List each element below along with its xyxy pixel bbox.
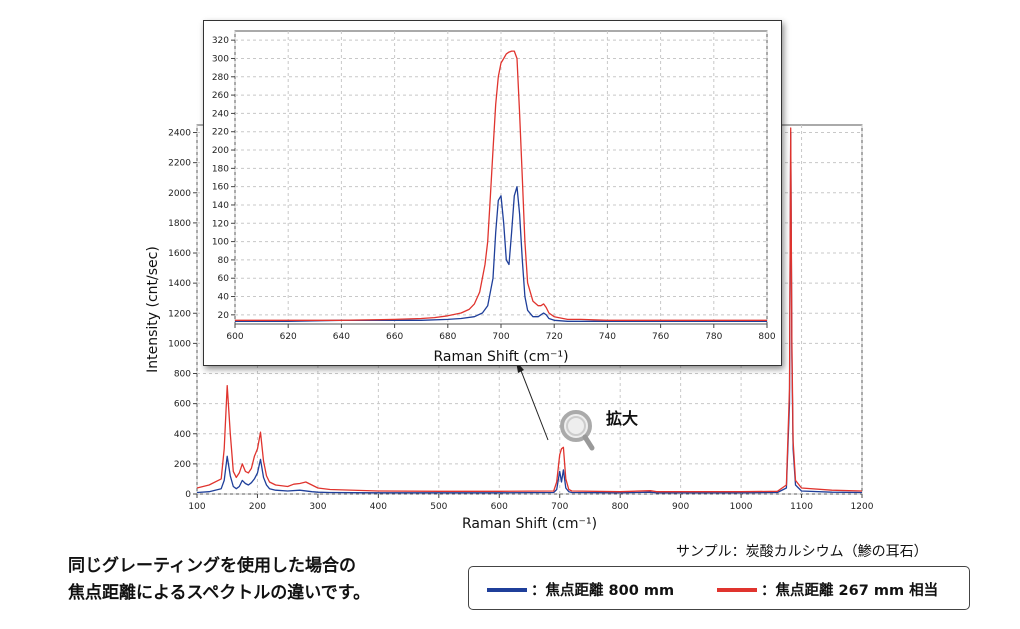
y-tick-label: 400 [174, 430, 191, 440]
x-tick-label: 100 [188, 502, 205, 512]
y-tick-label: 600 [174, 400, 191, 410]
y-tick-label: 200 [174, 460, 191, 470]
legend-swatch-red [717, 587, 757, 592]
caption-line-2: 焦点距離によるスペクトルの違いです。 [68, 583, 371, 603]
x-tick-label: 700 [551, 502, 568, 512]
legend-label-267mm: ：焦点距離 267 mm 相当 [761, 583, 939, 599]
y-tick-label: 120 [212, 219, 229, 229]
caption: 同じグレーティングを使用した場合の 焦点距離によるスペクトルの違いです。 [68, 553, 370, 607]
x-tick-label: 800 [758, 332, 775, 342]
y-axis-label: Intensity (cnt/sec) [145, 246, 161, 373]
zoom-arrow-line [519, 367, 549, 441]
y-tick-label: 100 [212, 238, 229, 248]
inset-spectrum-chart: 600 620 640 660 680 700 720 740 760 780 800 20 40 60 8… [212, 30, 776, 365]
x-tick-label: 300 [309, 502, 326, 512]
y-tick-label: 800 [174, 370, 191, 380]
x-tick-label: 780 [705, 332, 722, 342]
y-tick-label: 140 [212, 201, 229, 211]
y-tick-label: 200 [212, 146, 229, 156]
legend-swatch-blue [487, 587, 527, 592]
y-tick-label: 1200 [168, 309, 191, 319]
x-tick-label: 500 [430, 502, 447, 512]
y-tick-label: 2200 [168, 159, 191, 169]
y-tick-label: 160 [212, 183, 229, 193]
x-tick-label: 900 [672, 502, 689, 512]
y-tick-label: 20 [218, 311, 230, 321]
series-line-267mm [235, 50, 767, 321]
x-tick-label: 660 [386, 332, 403, 342]
legend-label-800mm: ：焦点距離 800 mm [531, 583, 675, 599]
y-tick-label: 180 [212, 164, 229, 174]
x-tick-label: 400 [370, 502, 387, 512]
series-line-800mm [235, 186, 767, 322]
y-tick-label: 220 [212, 128, 229, 138]
x-tick-label: 600 [226, 332, 243, 342]
x-tick-label: 680 [439, 332, 456, 342]
y-tick-label: 2000 [168, 189, 191, 199]
legend-item-800mm: ：焦点距離 800 mm [487, 579, 674, 600]
x-tick-label: 620 [280, 332, 297, 342]
x-tick-label: 1100 [790, 502, 813, 512]
series-line-267mm [196, 127, 863, 493]
x-tick-label: 1000 [730, 502, 753, 512]
y-tick-label: 240 [212, 109, 229, 119]
x-tick-label: 600 [491, 502, 508, 512]
y-tick-label: 1000 [168, 339, 191, 349]
caption-line-1: 同じグレーティングを使用した場合の [68, 556, 356, 576]
legend-item-267mm: ：焦点距離 267 mm 相当 [717, 579, 938, 600]
y-tick-label: 300 [212, 54, 229, 64]
y-tick-label: 40 [218, 293, 230, 303]
y-tick-label: 0 [185, 490, 191, 500]
y-tick-label: 1600 [168, 249, 191, 259]
y-tick-label: 260 [212, 91, 229, 101]
y-tick-label: 2400 [168, 129, 191, 139]
x-tick-label: 700 [492, 332, 509, 342]
x-tick-label: 720 [546, 332, 563, 342]
x-axis-label: Raman Shift (cm⁻¹) [433, 349, 568, 365]
y-tick-label: 60 [218, 274, 230, 284]
zoom-label: 拡大 [606, 409, 639, 428]
y-tick-label: 80 [218, 256, 230, 266]
x-tick-label: 740 [599, 332, 616, 342]
legend-box: ：焦点距離 800 mm ：焦点距離 267 mm 相当 [468, 566, 970, 610]
y-tick-label: 1800 [168, 219, 191, 229]
y-tick-label: 280 [212, 73, 229, 83]
magnifier-icon [560, 410, 595, 451]
x-tick-label: 760 [652, 332, 669, 342]
x-tick-label: 200 [249, 502, 266, 512]
x-tick-label: 1200 [851, 502, 874, 512]
zoom-inset-panel: 600 620 640 660 680 700 720 740 760 780 800 20 40 60 8… [203, 20, 782, 366]
series-line-800mm [196, 131, 863, 494]
y-tick-label: 1400 [168, 279, 191, 289]
x-tick-label: 640 [333, 332, 350, 342]
x-axis-label: Raman Shift (cm⁻¹) [462, 516, 597, 532]
x-tick-label: 800 [612, 502, 629, 512]
sample-note: サンプル：炭酸カルシウム（鯵の耳石） [676, 544, 928, 560]
y-tick-label: 320 [212, 36, 229, 46]
